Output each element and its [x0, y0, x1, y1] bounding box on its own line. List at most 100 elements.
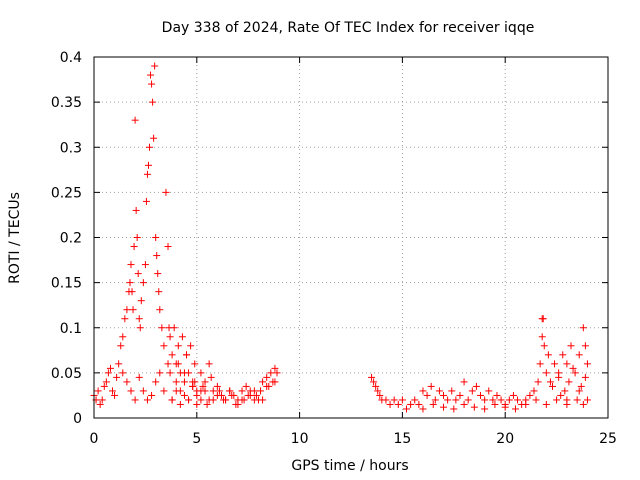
data-point [252, 391, 260, 399]
x-tick-label: 0 [90, 431, 99, 447]
data-point [133, 234, 141, 241]
data-point [538, 333, 546, 341]
data-point [376, 391, 384, 399]
data-point [162, 188, 170, 196]
data-point [98, 396, 106, 404]
data-point [511, 405, 519, 413]
data-point [544, 351, 552, 359]
data-point [477, 391, 485, 399]
data-point [411, 396, 419, 404]
data-point [135, 373, 143, 381]
data-point [238, 396, 246, 404]
data-point [96, 400, 104, 408]
data-point [150, 134, 158, 142]
data-point [263, 382, 271, 390]
data-point [485, 387, 493, 395]
data-point [501, 403, 509, 411]
data-point [180, 378, 188, 386]
data-point [539, 315, 547, 323]
data-point [189, 382, 197, 390]
data-point [131, 116, 139, 124]
data-point [577, 382, 585, 390]
data-point [147, 71, 155, 79]
data-point [575, 387, 583, 395]
data-point [142, 197, 150, 205]
data-point [464, 396, 472, 404]
data-point [197, 396, 205, 404]
data-point [135, 315, 143, 323]
data-point [201, 387, 209, 395]
data-point [563, 360, 571, 368]
data-point [429, 400, 437, 408]
data-point [152, 234, 160, 241]
data-point [132, 206, 140, 214]
data-point [136, 324, 144, 332]
x-tick-label: 20 [496, 431, 514, 447]
data-point [542, 369, 550, 377]
data-point [152, 378, 160, 386]
data-point [228, 391, 236, 399]
data-point [431, 396, 439, 404]
y-tick-label: 0.1 [60, 321, 82, 337]
x-axis-label: GPS time / hours [291, 458, 408, 474]
data-point [180, 369, 188, 377]
data-point [259, 396, 267, 404]
data-point [565, 378, 573, 386]
data-point [166, 369, 174, 377]
data-point [390, 396, 398, 404]
y-tick-labels: 0 0.05 0.1 0.15 0.2 0.25 0.3 0.35 0.4 [51, 50, 82, 427]
data-point [174, 360, 182, 368]
data-point [444, 396, 452, 404]
data-point [139, 279, 147, 287]
data-point [155, 288, 163, 296]
data-point [178, 333, 186, 341]
data-point [170, 324, 178, 332]
data-point [579, 324, 587, 332]
data-point [257, 387, 265, 395]
data-point [115, 360, 123, 368]
data-point [156, 369, 164, 377]
data-point [154, 270, 162, 278]
data-point [134, 270, 142, 278]
data-point [561, 387, 569, 395]
data-point [250, 396, 258, 404]
data-point [530, 387, 538, 395]
data-point [472, 382, 480, 390]
data-point [581, 373, 589, 381]
y-tick-label: 0.2 [60, 231, 82, 247]
data-point [403, 405, 411, 413]
data-point [146, 143, 154, 151]
data-point [104, 369, 112, 377]
data-point [205, 396, 213, 404]
data-point [394, 400, 402, 408]
data-point [497, 396, 505, 404]
data-point [470, 403, 478, 411]
data-point [158, 324, 166, 332]
data-point [166, 333, 174, 341]
data-point [546, 378, 554, 386]
data-point [119, 333, 127, 341]
data-point [213, 382, 221, 390]
data-point [532, 396, 540, 404]
data-point [238, 387, 246, 395]
data-point [117, 342, 125, 350]
data-point [263, 373, 271, 381]
data-point [242, 382, 250, 390]
data-point [267, 369, 275, 377]
data-point [555, 373, 563, 381]
y-tick-label: 0.4 [60, 50, 82, 66]
data-point [569, 364, 577, 372]
data-point [191, 360, 199, 368]
data-point [368, 373, 376, 381]
data-point [143, 170, 151, 178]
data-point [201, 378, 209, 386]
y-tick-label: 0.25 [51, 185, 82, 201]
data-point [370, 378, 378, 386]
data-point [571, 369, 579, 377]
data-point [575, 351, 583, 359]
data-point [559, 351, 567, 359]
data-point [149, 98, 157, 106]
data-point [130, 243, 138, 251]
data-point [534, 378, 542, 386]
data-point [246, 387, 254, 395]
